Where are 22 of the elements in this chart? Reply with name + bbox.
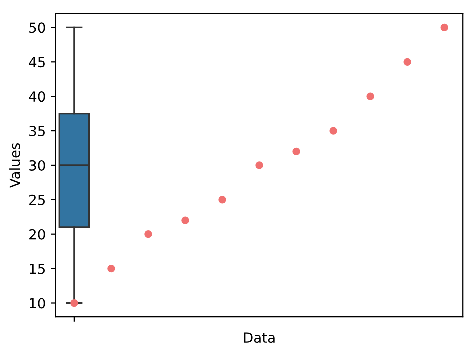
- point: [366, 92, 374, 100]
- y-tick-label: 15: [30, 264, 45, 274]
- y-tick-label: 25: [30, 194, 45, 206]
- y-tick-label: 50: [30, 22, 46, 34]
- y-axis-title: Values: [10, 143, 20, 188]
- point: [330, 127, 338, 135]
- point: [256, 162, 264, 170]
- point: [182, 216, 190, 224]
- y-tick-label: 35: [30, 126, 45, 137]
- point: [108, 265, 116, 273]
- y-tick-label: 40: [29, 92, 46, 102]
- point: [440, 24, 448, 32]
- point: [70, 299, 78, 308]
- point: [404, 58, 412, 66]
- point: [292, 148, 300, 156]
- y-tick-label: 30: [30, 160, 46, 171]
- y-tick-label: 10: [30, 298, 46, 309]
- y-tick-label: 20: [30, 229, 46, 240]
- y-tick-label: 45: [29, 57, 45, 68]
- point: [218, 196, 226, 204]
- x-axis-title: Data: [244, 332, 275, 344]
- point: [144, 230, 152, 238]
